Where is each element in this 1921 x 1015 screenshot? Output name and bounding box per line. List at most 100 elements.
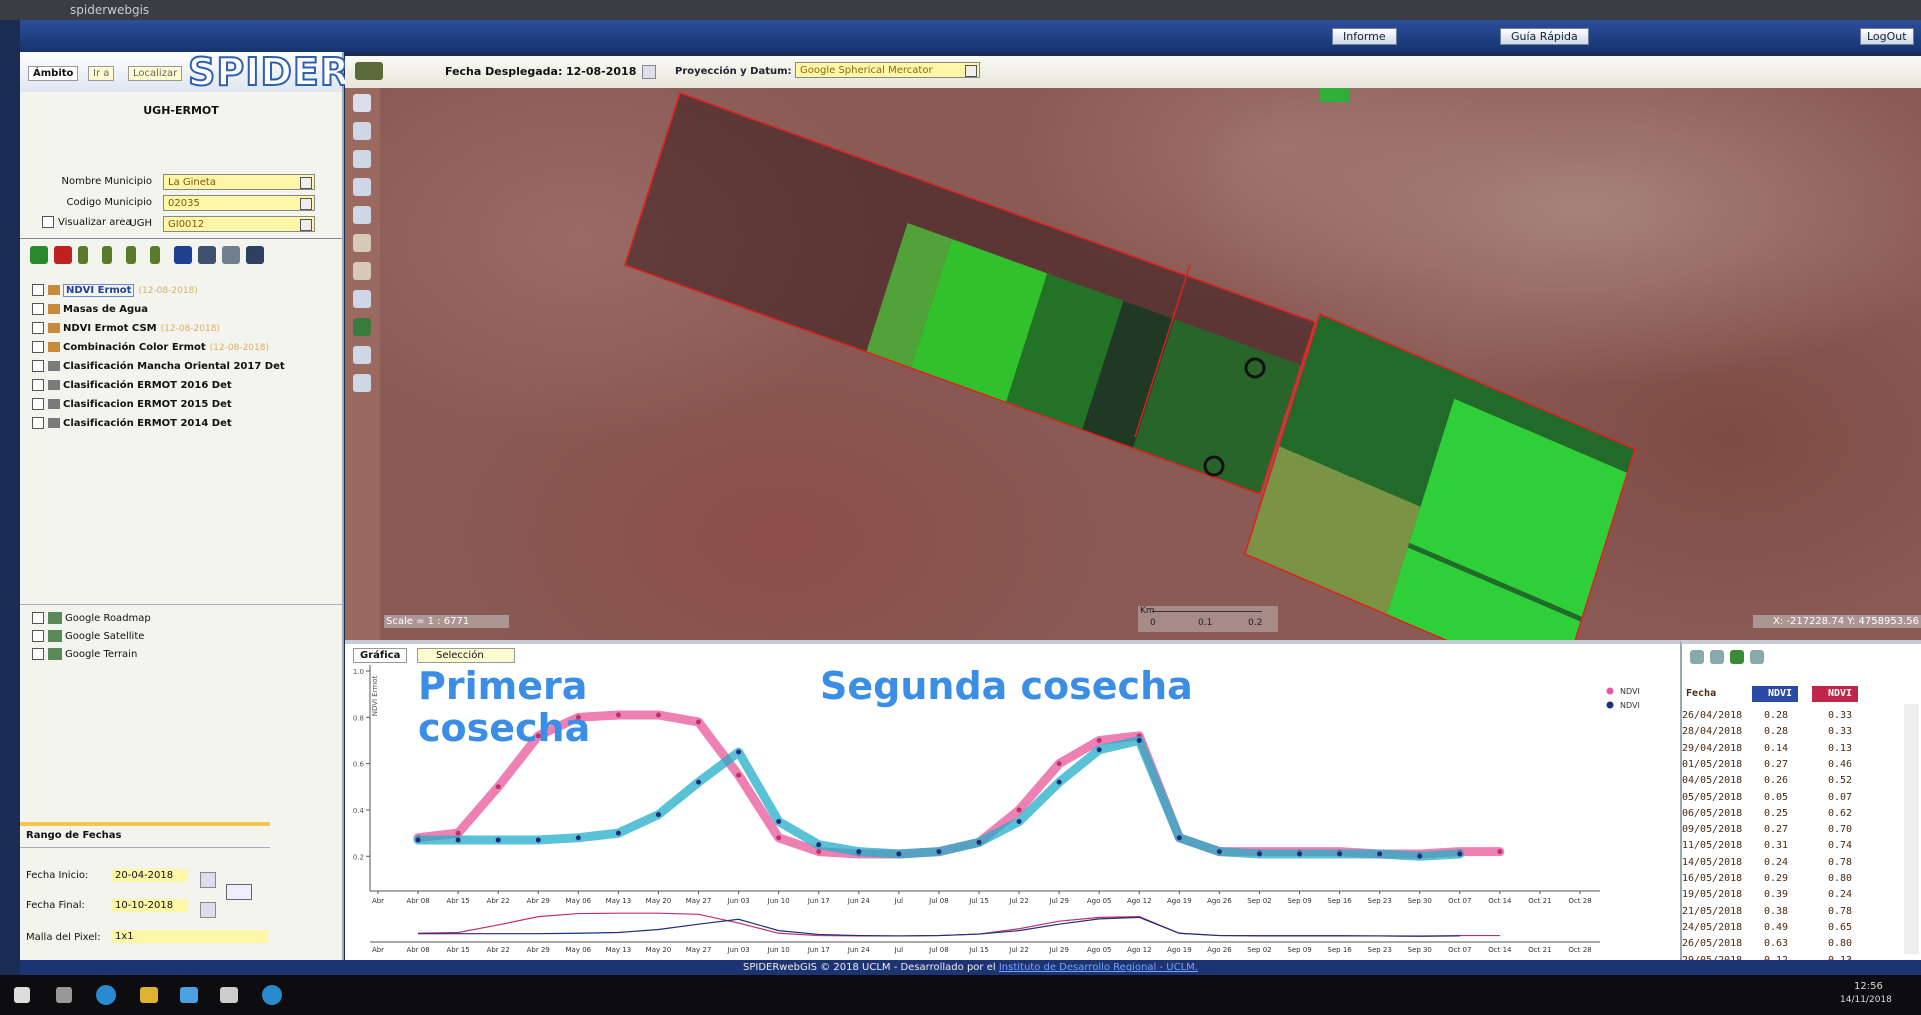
apply-button[interactable]: [226, 884, 252, 900]
calendar-icon[interactable]: [200, 902, 216, 918]
clock-date: 14/11/2018: [1840, 995, 1892, 1005]
tab[interactable]: Selección: [417, 648, 515, 663]
checkbox[interactable]: [42, 216, 54, 228]
visualize-area[interactable]: Visualizar area: [42, 216, 132, 228]
tool-icon[interactable]: [353, 94, 371, 112]
overview-tick-label: Oct 28: [1568, 946, 1591, 954]
browser-tab[interactable]: spiderwebgis: [70, 3, 150, 17]
column-header[interactable]: NDVI: [1752, 686, 1799, 702]
tool-icon[interactable]: [174, 246, 192, 264]
tool-icon[interactable]: [353, 290, 371, 308]
taskbar-icon[interactable]: [96, 985, 116, 1005]
basemap-item[interactable]: Google Terrain: [32, 648, 137, 660]
series-point: [495, 784, 501, 790]
tool-icon[interactable]: [1750, 650, 1764, 664]
checkbox[interactable]: [32, 322, 44, 334]
start-date[interactable]: 20-04-2018: [112, 869, 188, 882]
layer-item[interactable]: NDVI Ermot CSM (12-08-2018): [32, 322, 220, 334]
pixel-select[interactable]: 1x1: [112, 930, 268, 943]
taskbar-icon[interactable]: [180, 987, 198, 1003]
tool-icon[interactable]: [353, 374, 371, 392]
checkbox[interactable]: [32, 379, 44, 391]
layer-item[interactable]: Clasificación ERMOT 2014 Det: [32, 417, 232, 429]
tool-icon[interactable]: [353, 178, 371, 196]
scrollbar[interactable]: [1904, 704, 1919, 954]
table-row: 28/04/2018 0.28 0.33: [1682, 724, 1904, 740]
checkbox[interactable]: [32, 341, 44, 353]
basemap-name: Google Terrain: [65, 649, 138, 660]
footer-link[interactable]: Instituto de Desarrollo Regional - UCLM.: [998, 962, 1198, 973]
layer-item[interactable]: Clasificacion ERMOT 2015 Det: [32, 398, 232, 410]
guide-button[interactable]: Guía Rápida: [1500, 28, 1589, 45]
tool-icon[interactable]: [198, 246, 216, 264]
tool-icon[interactable]: [353, 206, 371, 224]
tool-icon[interactable]: [78, 246, 88, 264]
table-cell: 0.13: [1828, 742, 1853, 754]
tool-icon[interactable]: [353, 262, 371, 280]
label: Malla del Pixel:: [26, 932, 101, 943]
report-button[interactable]: Informe: [1332, 28, 1397, 45]
tool-icon[interactable]: [1690, 650, 1704, 664]
checkbox[interactable]: [32, 360, 44, 372]
field-select[interactable]: GI0012: [163, 216, 315, 232]
point-marker: [1203, 455, 1225, 477]
layer-item[interactable]: Clasificación Mancha Oriental 2017 Det: [32, 360, 285, 372]
layer-item[interactable]: NDVI Ermot (12-08-2018): [32, 284, 198, 297]
checkbox[interactable]: [32, 417, 44, 429]
tool-icon[interactable]: [102, 246, 112, 264]
tool-icon[interactable]: [150, 246, 160, 264]
map-coordinates: X: -217228.74 Y: 4758953.56: [1752, 615, 1921, 628]
tool-icon[interactable]: [1730, 650, 1744, 664]
taskbar-icon[interactable]: [262, 985, 282, 1005]
field-select[interactable]: 02035: [163, 195, 315, 211]
layer-item[interactable]: Clasificación ERMOT 2016 Det: [32, 379, 232, 391]
overview-tick-label: May 13: [606, 946, 632, 954]
basemap-item[interactable]: Google Roadmap: [32, 612, 151, 624]
field-select[interactable]: La Gineta: [163, 174, 315, 190]
map[interactable]: Scale = 1 : 6771 Km 0 0.1 0.2 X: -217228…: [380, 88, 1921, 640]
tool-icon[interactable]: [353, 346, 371, 364]
x-tick-label: Oct 21: [1528, 897, 1551, 905]
tab[interactable]: Ir a: [88, 66, 115, 81]
checkbox[interactable]: [32, 284, 44, 296]
taskbar-icon[interactable]: [220, 987, 238, 1003]
start-button[interactable]: [14, 987, 30, 1003]
basemap-item[interactable]: Google Satellite: [32, 630, 144, 642]
tool-icon[interactable]: [54, 246, 72, 264]
taskbar-icon[interactable]: [140, 987, 158, 1003]
checkbox[interactable]: [32, 303, 44, 315]
tool-icon[interactable]: [30, 246, 48, 264]
projection-select[interactable]: Google Spherical Mercator: [795, 62, 980, 78]
tool-icon[interactable]: [353, 318, 371, 336]
tool-icon[interactable]: [353, 122, 371, 140]
tool-icon[interactable]: [222, 246, 240, 264]
calendar-icon[interactable]: [642, 65, 656, 79]
column-header[interactable]: NDVI: [1812, 686, 1859, 702]
checkbox[interactable]: [32, 630, 44, 642]
green-spot: [1320, 88, 1350, 102]
logout-button[interactable]: LogOut: [1860, 28, 1914, 45]
tool-icon[interactable]: [246, 246, 264, 264]
calendar-icon[interactable]: [200, 872, 216, 888]
end-date[interactable]: 10-10-2018: [112, 899, 188, 912]
table-cell: 26/04/2018: [1682, 710, 1743, 721]
taskbar-icon[interactable]: [56, 987, 72, 1003]
tool-icon[interactable]: [355, 62, 383, 80]
band: [20, 822, 270, 826]
checkbox[interactable]: [32, 612, 44, 624]
checkbox[interactable]: [32, 648, 44, 660]
tab[interactable]: Ámbito: [28, 66, 79, 81]
layer-icon: [48, 342, 60, 352]
tool-icon[interactable]: [1710, 650, 1724, 664]
legend-label: NDVI: [1620, 687, 1640, 696]
layer-item[interactable]: Masas de Agua: [32, 303, 148, 315]
layer-item[interactable]: Combinación Color Ermot (12-08-2018): [32, 341, 269, 353]
tool-icon[interactable]: [353, 150, 371, 168]
tab[interactable]: Gráfica: [353, 648, 408, 663]
tool-icon[interactable]: [353, 234, 371, 252]
table-cell: 06/05/2018: [1682, 807, 1743, 819]
overview-tick-label: Abr 29: [527, 946, 550, 954]
checkbox[interactable]: [32, 398, 44, 410]
tool-icon[interactable]: [126, 246, 136, 264]
tab[interactable]: Localizar: [128, 66, 183, 81]
